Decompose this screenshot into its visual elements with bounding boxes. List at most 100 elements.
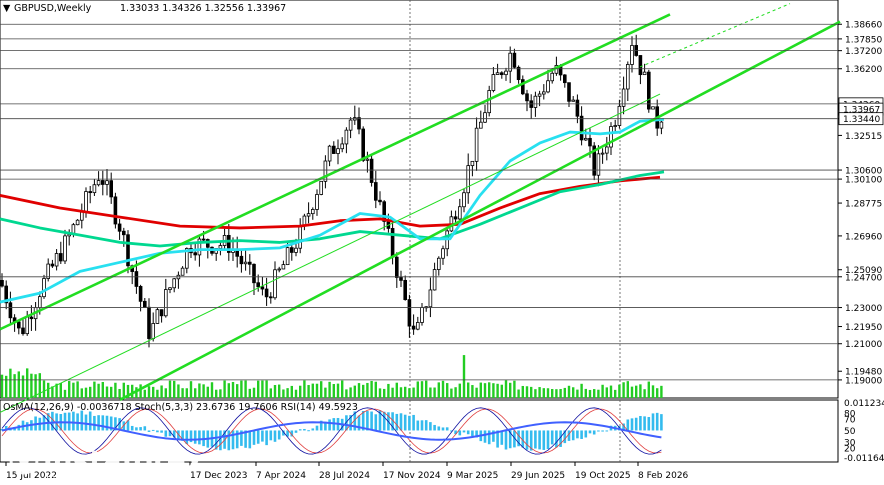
- volume-bar: [181, 388, 184, 398]
- volume-bar: [290, 385, 293, 398]
- indicator-axis-label: 50: [844, 427, 856, 437]
- volume-bar: [5, 375, 8, 398]
- osma-bar: [135, 427, 138, 431]
- volume-bar: [420, 381, 424, 398]
- osma-bar: [576, 430, 579, 439]
- volume-bar: [454, 387, 457, 398]
- osma-bar: [563, 430, 567, 444]
- osma-bar: [374, 414, 378, 431]
- osma-bar: [366, 411, 369, 431]
- time-axis-label: 19 Oct 2025: [575, 471, 631, 481]
- candle-body: [122, 230, 126, 236]
- indicator-axis-label: 20: [844, 444, 856, 454]
- candle-body: [101, 180, 105, 185]
- price-levels: 1.386601.378501.372001.362001.342601.334…: [0, 21, 884, 386]
- time-axis-label: 29 Jun 2025: [511, 471, 565, 481]
- candle-body: [168, 287, 172, 290]
- volume-bar: [584, 388, 587, 398]
- candle-body: [163, 289, 168, 317]
- volume-bar: [303, 380, 306, 398]
- candle-body: [394, 256, 399, 278]
- volume-bar: [597, 389, 600, 398]
- volume-bar: [446, 383, 449, 398]
- volume-bar: [416, 381, 419, 398]
- channel-line: [0, 93, 661, 413]
- osma-bar: [160, 430, 163, 433]
- osma-bar: [588, 430, 592, 434]
- candle-body: [533, 95, 538, 108]
- volume-bar: [160, 385, 163, 398]
- osma-bar: [277, 430, 281, 440]
- volume-bar: [580, 383, 583, 398]
- volume-bar: [605, 387, 608, 398]
- indicator-values: OsMA(12,26,9) -0.0036718 Stoch(5,3,3) 23…: [3, 402, 358, 413]
- volume-bar: [656, 388, 659, 398]
- volume-bar: [534, 389, 537, 398]
- candle-body: [134, 271, 139, 287]
- volume-bar: [59, 383, 62, 398]
- candle-body: [252, 263, 256, 284]
- candle-body: [226, 235, 231, 253]
- osma-bar: [311, 428, 315, 431]
- candle-body: [659, 121, 664, 129]
- candle-body: [172, 278, 177, 289]
- osma-bar: [429, 422, 432, 431]
- osma-bar: [475, 430, 478, 438]
- volume-bar: [551, 389, 554, 398]
- volume-bar: [517, 389, 520, 398]
- candle-body: [151, 323, 156, 339]
- volume-bar: [332, 384, 335, 398]
- volume-bar: [404, 386, 407, 398]
- indicator-axis-label: -0.0116449: [844, 454, 884, 464]
- stochastic-signal-line: [1, 408, 662, 454]
- time-axis-label: 7 Apr 2024: [256, 471, 306, 481]
- volume-bar: [630, 386, 634, 398]
- volume-bar: [21, 375, 25, 398]
- volume-bar: [231, 381, 235, 398]
- candle-body: [613, 125, 617, 127]
- indicator-axis-label: 70: [844, 415, 856, 425]
- candle-body: [630, 45, 634, 65]
- osma-bar: [529, 430, 533, 451]
- volume-bar: [30, 373, 33, 398]
- osma-bar: [172, 430, 176, 438]
- candle-body: [8, 302, 13, 319]
- volume-bar: [320, 381, 323, 398]
- time-axis-label: 9 Mar 2025: [447, 471, 498, 481]
- candle-body: [407, 299, 412, 327]
- volume-bar: [269, 388, 272, 398]
- dropdown-arrow-icon[interactable]: ▼: [3, 3, 11, 14]
- volume-bar: [114, 382, 117, 398]
- candle-body: [0, 280, 4, 287]
- price-axis-label: 1.36200: [845, 65, 882, 75]
- volume-bar: [299, 385, 302, 398]
- volume-bar: [370, 380, 373, 398]
- candle-body: [306, 213, 311, 217]
- volume-bar: [563, 387, 566, 398]
- osma-bar: [580, 430, 583, 439]
- candle-body: [117, 223, 122, 232]
- volume-bar: [593, 389, 596, 398]
- osma-bar: [420, 420, 424, 431]
- volume-bar: [639, 384, 642, 398]
- candle-body: [600, 152, 605, 155]
- volume-bar: [462, 355, 466, 398]
- osma-bar: [156, 430, 159, 433]
- candle-body: [361, 128, 365, 161]
- volume-bar: [17, 371, 20, 398]
- volume-bar: [374, 381, 377, 398]
- osma-bar: [639, 416, 642, 431]
- volume-bar: [72, 382, 75, 398]
- volume-bar: [538, 387, 541, 398]
- volume-bar: [479, 382, 482, 398]
- candle-body: [369, 158, 374, 183]
- osma-bar: [282, 430, 285, 436]
- osma-bar: [454, 430, 457, 435]
- candle-body: [651, 106, 655, 110]
- volume-bar: [294, 389, 298, 398]
- volume-bar: [265, 380, 268, 398]
- osma-bar: [248, 430, 252, 449]
- osma-bar: [660, 414, 663, 431]
